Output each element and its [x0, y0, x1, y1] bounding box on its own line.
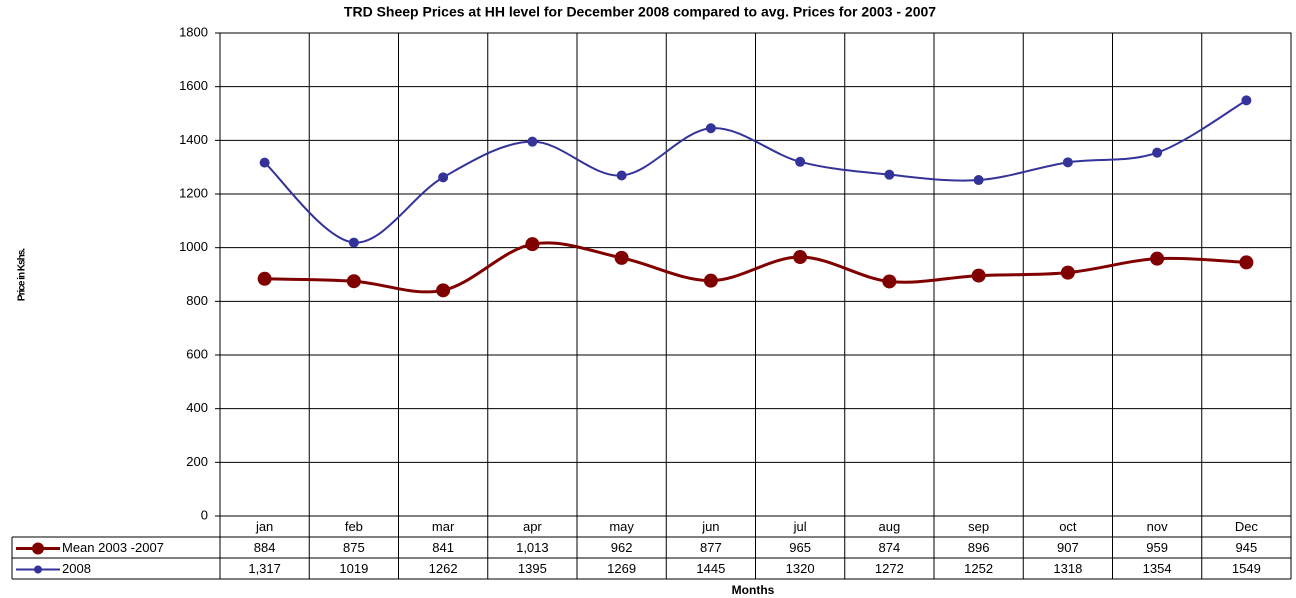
x-tick-label: mar [432, 519, 455, 534]
point [882, 274, 897, 289]
point [703, 273, 718, 288]
point [1152, 147, 1163, 158]
table-value: 1019 [339, 561, 368, 576]
x-tick-label: Dec [1235, 519, 1259, 534]
point [795, 156, 806, 167]
table-value: 1395 [518, 561, 547, 576]
point [259, 157, 270, 168]
point [1062, 157, 1073, 168]
table-value: 1320 [786, 561, 815, 576]
table-value: 877 [700, 540, 722, 555]
x-tick-label: jun [701, 519, 719, 534]
x-tick-label: aug [879, 519, 901, 534]
y-tick-label: 200 [186, 454, 208, 469]
x-axis-title: Months [732, 583, 775, 597]
table-value: 1354 [1143, 561, 1172, 576]
point [348, 237, 359, 248]
table-value: 907 [1057, 540, 1079, 555]
point [1241, 95, 1252, 106]
y-tick-label: 1800 [179, 24, 208, 39]
point [436, 283, 451, 298]
table-value: 1262 [429, 561, 458, 576]
point [1060, 265, 1075, 280]
table-value: 1318 [1053, 561, 1082, 576]
point [973, 175, 984, 186]
table-value: 965 [789, 540, 811, 555]
x-tick-label: jul [793, 519, 807, 534]
x-tick-label: apr [523, 519, 542, 534]
x-tick-label: may [609, 519, 634, 534]
point [793, 250, 808, 265]
table-value: 884 [254, 540, 276, 555]
legend-label: Mean 2003 -2007 [62, 540, 164, 555]
point [884, 169, 895, 180]
table-value: 896 [968, 540, 990, 555]
point [1239, 255, 1254, 270]
point [346, 274, 361, 289]
point [527, 136, 538, 147]
y-tick-label: 0 [201, 507, 208, 522]
table-value: 959 [1146, 540, 1168, 555]
point [525, 237, 540, 252]
table-value: 1445 [696, 561, 725, 576]
table-value: 841 [432, 540, 454, 555]
legend-marker [32, 542, 44, 555]
point [705, 123, 716, 134]
x-tick-label: feb [345, 519, 363, 534]
table-value: 1,317 [248, 561, 281, 576]
table-value: 874 [879, 540, 901, 555]
table-value: 1269 [607, 561, 636, 576]
table-value: 962 [611, 540, 633, 555]
y-tick-label: 1200 [179, 185, 208, 200]
point [971, 268, 986, 283]
point [438, 172, 449, 183]
point [616, 170, 627, 181]
legend-marker [34, 565, 42, 574]
y-tick-label: 400 [186, 400, 208, 415]
table-value: 1,013 [516, 540, 549, 555]
point [614, 250, 629, 265]
table-value: 1272 [875, 561, 904, 576]
table-value: 1549 [1232, 561, 1261, 576]
x-tick-label: sep [968, 519, 989, 534]
table-value: 875 [343, 540, 365, 555]
y-tick-label: 1400 [179, 132, 208, 147]
series-line [263, 99, 1247, 244]
y-axis-title: Price in Kshs. [17, 248, 28, 301]
point [1150, 251, 1165, 266]
table-value: 945 [1236, 540, 1258, 555]
y-tick-label: 600 [186, 346, 208, 361]
chart-title: TRD Sheep Prices at HH level for Decembe… [344, 4, 936, 20]
x-tick-label: nov [1147, 519, 1168, 534]
point [257, 271, 272, 286]
series-line [264, 241, 1247, 294]
table-value: 1252 [964, 561, 993, 576]
y-tick-label: 800 [186, 293, 208, 308]
x-tick-label: oct [1059, 519, 1077, 534]
x-tick-label: jan [255, 519, 273, 534]
y-tick-label: 1600 [179, 78, 208, 93]
legend-label: 2008 [62, 561, 91, 576]
y-tick-label: 1000 [179, 239, 208, 254]
